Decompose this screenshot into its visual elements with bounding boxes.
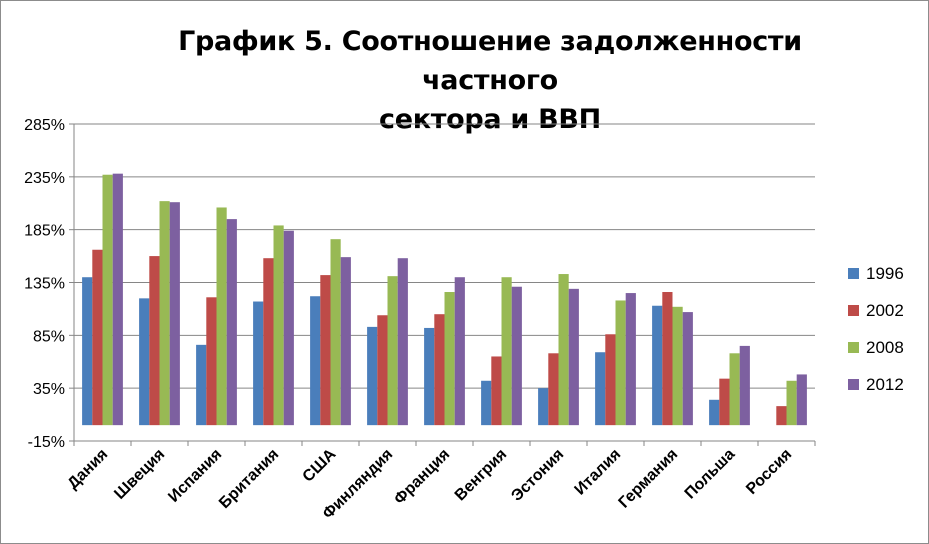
legend-item: 2002 (848, 292, 904, 329)
bar-2012 (112, 173, 123, 426)
bar-2008 (672, 306, 683, 426)
bar-2012 (796, 374, 807, 426)
y-tick-label: 185% (24, 223, 65, 240)
bar-2002 (719, 378, 730, 426)
bar-2008 (444, 292, 455, 426)
legend-swatch (848, 268, 859, 279)
x-tick-label: Венгрия (452, 446, 511, 505)
y-tick-label: -15% (28, 434, 65, 451)
bar-2008 (501, 277, 512, 426)
y-tick-label: 235% (24, 170, 65, 187)
bar-2002 (491, 356, 502, 426)
bar-1996 (367, 326, 378, 426)
bar-1996 (253, 301, 264, 426)
y-tick-label: 135% (24, 276, 65, 293)
x-tick-label: США (300, 445, 340, 485)
x-tick-label: Дания (65, 446, 112, 493)
bar-2002 (605, 334, 616, 426)
bar-1996 (82, 277, 93, 426)
legend-label: 2002 (866, 300, 904, 320)
bar-2002 (377, 315, 388, 426)
bar-2002 (263, 258, 274, 426)
legend-item: 1996 (848, 255, 904, 292)
bar-1996 (310, 296, 321, 426)
legend-label: 2012 (866, 374, 904, 394)
x-tick-label: Италия (572, 446, 625, 499)
bar-2002 (206, 297, 217, 426)
chart-legend: 1996 2002 2008 2012 (848, 255, 904, 403)
y-tick-label: 35% (33, 381, 65, 398)
bar-2008 (729, 353, 740, 426)
bar-2012 (340, 257, 351, 426)
bar-2012 (283, 230, 294, 426)
bar-2002 (92, 249, 103, 426)
bar-2008 (102, 174, 113, 426)
bar-2008 (615, 300, 626, 426)
x-tick-label: Швеция (111, 446, 168, 503)
y-tick-label: 85% (33, 328, 65, 345)
bar-2002 (548, 353, 559, 426)
bar-2012 (454, 277, 465, 426)
legend-item: 2008 (848, 329, 904, 366)
x-tick-label: Германия (616, 446, 682, 512)
legend-swatch (848, 379, 859, 390)
bar-2008 (558, 274, 569, 426)
bar-2012 (511, 286, 522, 426)
x-tick-label: Эстония (508, 446, 567, 505)
bar-2002 (320, 275, 331, 426)
bar-2008 (330, 239, 341, 426)
y-tick-label: 285% (24, 117, 65, 134)
bar-2012 (397, 258, 408, 426)
bar-2012 (568, 288, 579, 426)
bar-1996 (481, 380, 492, 426)
bar-2012 (739, 345, 750, 426)
bar-2002 (149, 256, 160, 426)
legend-label: 2008 (866, 337, 904, 357)
legend-item: 2012 (848, 366, 904, 403)
bar-2002 (434, 314, 445, 426)
x-tick-label: Испания (165, 446, 225, 506)
x-tick-label: Россия (743, 446, 795, 498)
bar-2012 (625, 293, 636, 426)
bar-1996 (196, 344, 207, 426)
bar-2002 (776, 406, 787, 426)
bar-2012 (226, 219, 237, 426)
chart-title-line-2: сектора и ВВП (379, 104, 601, 135)
bar-2008 (159, 201, 170, 426)
bar-1996 (424, 327, 435, 426)
bar-2008 (786, 380, 797, 426)
bar-1996 (652, 305, 663, 426)
chart-title-line-1: График 5. Соотношение задолженности част… (178, 26, 802, 96)
bar-1996 (709, 399, 720, 426)
bar-2012 (169, 202, 180, 426)
chart-title: График 5. Соотношение задолженности част… (120, 22, 860, 139)
x-tick-label: Франция (391, 446, 453, 508)
bar-2012 (682, 312, 693, 426)
legend-label: 1996 (866, 263, 904, 283)
legend-swatch (848, 305, 859, 316)
x-tick-label: Британия (216, 446, 282, 512)
legend-swatch (848, 342, 859, 353)
bar-2008 (216, 207, 227, 426)
x-tick-label: Польша (682, 446, 739, 503)
bar-2008 (273, 225, 284, 426)
bar-2002 (662, 292, 673, 426)
bar-2008 (387, 276, 398, 426)
bar-1996 (595, 352, 606, 426)
bar-1996 (538, 388, 549, 426)
bar-1996 (139, 298, 150, 426)
